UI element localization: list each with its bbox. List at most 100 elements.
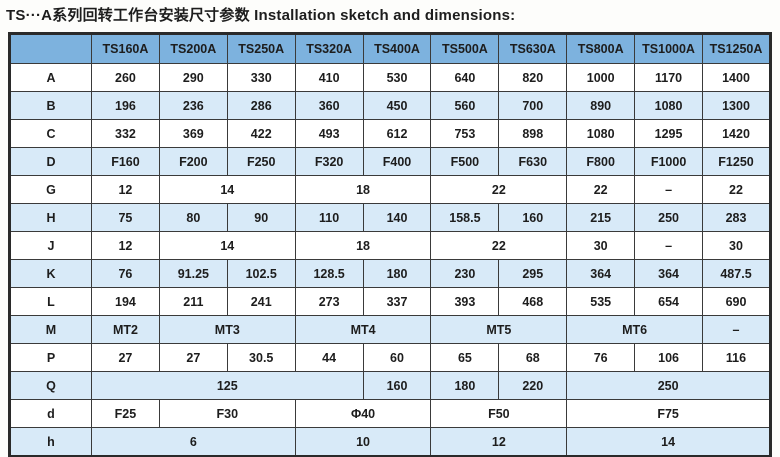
table-cell: 22: [430, 175, 568, 204]
table-cell: 180: [430, 371, 500, 400]
table-cell: 27: [91, 343, 160, 372]
table-cell: 1295: [634, 119, 704, 148]
table-row: C 332 369 422 493 612 753 898 1080 1295 1420: [9, 119, 771, 148]
column-header: TS160A: [91, 33, 160, 64]
table-row: h 6 10 12 14: [9, 427, 771, 457]
header-row: TS160A TS200A TS250A TS320A TS400A TS500A TS63…: [9, 33, 771, 64]
table-cell: 1170: [634, 63, 704, 92]
table-cell: F800: [566, 147, 636, 176]
column-header: TS800A: [566, 33, 636, 64]
row-label: P: [9, 343, 92, 372]
dimensions-table: TS160A TS200A TS250A TS320A TS400A TS500A TS63…: [8, 32, 772, 457]
table-cell: 6: [91, 427, 296, 457]
table-cell: 14: [158, 231, 296, 260]
column-header: TS1250A: [702, 33, 771, 64]
table-cell: F1250: [702, 147, 771, 176]
table-cell: 30.5: [226, 343, 296, 372]
table-cell: F320: [294, 147, 364, 176]
table-cell: 654: [634, 287, 704, 316]
row-label: H: [9, 203, 92, 232]
row-label: G: [9, 175, 92, 204]
row-label: d: [9, 399, 92, 428]
table-cell: 140: [362, 203, 432, 232]
table-cell: 1300: [702, 91, 771, 120]
table-cell: 128.5: [294, 259, 364, 288]
table-cell: 180: [362, 259, 432, 288]
table-cell: MT6: [566, 315, 704, 344]
table-cell: 27: [158, 343, 228, 372]
table-cell: 22: [430, 231, 568, 260]
table-cell: 102.5: [226, 259, 296, 288]
table-cell: 250: [566, 371, 771, 400]
column-header: TS250A: [226, 33, 296, 64]
table-cell: 295: [498, 259, 568, 288]
table-cell: 535: [566, 287, 636, 316]
table-cell: 273: [294, 287, 364, 316]
table-cell: 106: [634, 343, 704, 372]
table-cell: 12: [430, 427, 568, 457]
table-cell: 76: [566, 343, 636, 372]
table-cell: 337: [362, 287, 432, 316]
table-cell: F500: [430, 147, 500, 176]
table-cell: 194: [91, 287, 160, 316]
table-cell: F75: [566, 399, 771, 428]
column-header: TS200A: [158, 33, 228, 64]
row-label: J: [9, 231, 92, 260]
table-cell: 283: [702, 203, 771, 232]
table-cell: 22: [566, 175, 636, 204]
table-cell: F30: [158, 399, 296, 428]
column-header: TS1000A: [634, 33, 704, 64]
table-cell: F25: [91, 399, 160, 428]
table-cell: 160: [362, 371, 432, 400]
table-cell: 44: [294, 343, 364, 372]
table-row: M MT2 MT3 MT4 MT5 MT6–: [9, 315, 771, 344]
table-cell: 450: [362, 91, 432, 120]
table-cell: 640: [430, 63, 500, 92]
table-cell: 18: [294, 175, 432, 204]
table-cell: F630: [498, 147, 568, 176]
table-cell: 250: [634, 203, 704, 232]
table-cell: 332: [91, 119, 160, 148]
table-row: A 260 290 330 410 530 640 820 1000 1170 1400: [9, 63, 771, 92]
table-row: L 194 211 241 273 337 393 468 535 654 690: [9, 287, 771, 316]
table-cell: 12: [91, 231, 160, 260]
row-label: Q: [9, 371, 92, 400]
table-cell: 612: [362, 119, 432, 148]
table-cell: 260: [91, 63, 160, 92]
table-cell: MT5: [430, 315, 568, 344]
row-label: D: [9, 147, 92, 176]
table-row: H 75 80 90 110 140 158.5 160 215 250 283: [9, 203, 771, 232]
table-row: B 196 236 286 360 450 560 700 890 1080 1300: [9, 91, 771, 120]
table-cell: 90: [226, 203, 296, 232]
table-cell: 211: [158, 287, 228, 316]
row-label: A: [9, 63, 92, 92]
table-row: d F25 F30 Φ40 F50 F75: [9, 399, 771, 428]
table-cell: 91.25: [158, 259, 228, 288]
table-cell: 158.5: [430, 203, 500, 232]
table-cell: 110: [294, 203, 364, 232]
table-row: J 12 14 18 22 30–30: [9, 231, 771, 260]
table-cell: 14: [158, 175, 296, 204]
table-cell: F200: [158, 147, 228, 176]
table-cell: 530: [362, 63, 432, 92]
table-row: Q 125 160 180 220 250: [9, 371, 771, 400]
table-header: TS160A TS200A TS250A TS320A TS400A TS500A TS63…: [9, 33, 771, 64]
table-cell: 820: [498, 63, 568, 92]
page-title: TS···A系列回转工作台安装尺寸参数 Installation sketch …: [6, 7, 516, 24]
corner-cell: [9, 33, 92, 64]
table-cell: F250: [226, 147, 296, 176]
column-header: TS320A: [294, 33, 364, 64]
table-cell: 468: [498, 287, 568, 316]
table-cell: MT3: [158, 315, 296, 344]
table-row: G 12 14 18 22 22–22: [9, 175, 771, 204]
table-cell: F1000: [634, 147, 704, 176]
row-label: C: [9, 119, 92, 148]
table-cell: 410: [294, 63, 364, 92]
table-cell: 125: [91, 371, 364, 400]
table-row: D F160 F200 F250 F320 F400 F500 F630 F800 F1000 F1…: [9, 147, 771, 176]
table-cell: 1420: [702, 119, 771, 148]
table-cell: 68: [498, 343, 568, 372]
table-cell: MT2: [91, 315, 160, 344]
table-cell: 1400: [702, 63, 771, 92]
table-cell: F160: [91, 147, 160, 176]
